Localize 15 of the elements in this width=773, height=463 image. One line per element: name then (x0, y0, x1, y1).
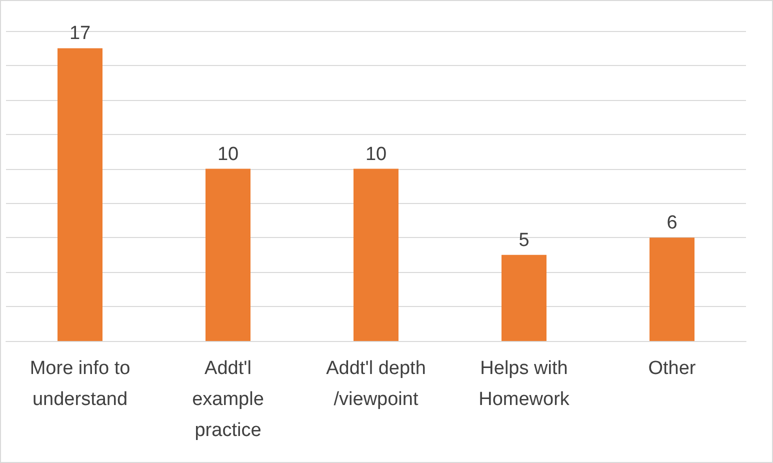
bar (206, 168, 250, 341)
x-tick-label: Addt'l depth /viewpoint (326, 358, 426, 410)
data-label: 5 (518, 230, 530, 251)
x-tick-label: Helps with Homework (478, 358, 570, 410)
bar (58, 48, 102, 341)
data-label: 6 (666, 212, 678, 234)
data-label: 17 (69, 23, 91, 44)
x-tick-label: More info to understand (30, 358, 130, 410)
bar (502, 254, 546, 341)
data-label: 10 (217, 144, 239, 165)
x-tick-label: Other (648, 358, 696, 379)
x-tick-label: Addt'l example practice (192, 358, 264, 441)
bar (354, 168, 398, 341)
bar (650, 238, 694, 341)
data-label: 10 (365, 144, 387, 165)
